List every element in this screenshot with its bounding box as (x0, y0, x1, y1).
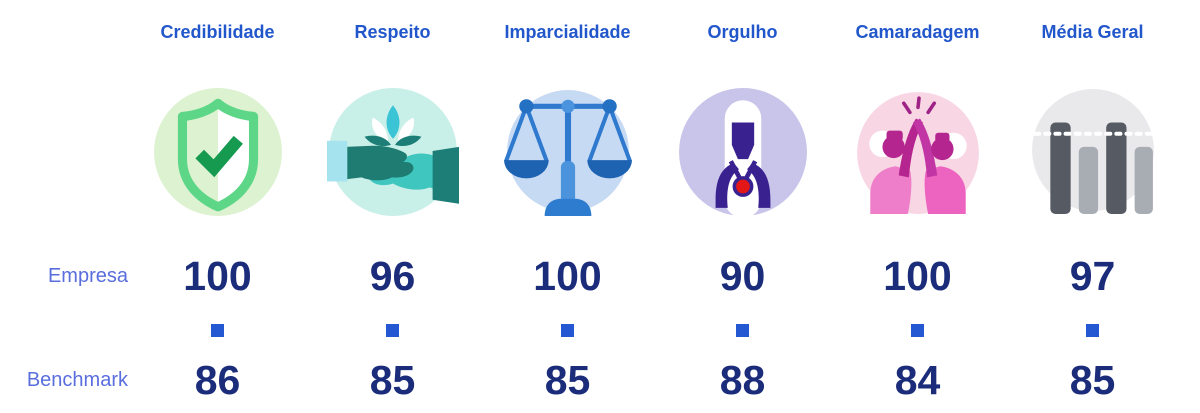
benchmark-value: 84 (894, 357, 941, 403)
benchmark-value: 88 (719, 357, 766, 403)
empresa-value: 100 (883, 252, 952, 299)
benchmark-value: 85 (369, 357, 416, 403)
empresa-value: 100 (533, 252, 602, 299)
separator-marker (655, 312, 830, 348)
metric-column-respeito: Respeito 96 85 (305, 0, 480, 413)
metric-title: Imparcialidade (504, 21, 631, 42)
row-label-benchmark: Benchmark (26, 369, 128, 391)
metric-column-imparcialidade: Imparcialidade 100 85 (480, 0, 655, 413)
separator-marker (130, 312, 305, 348)
label-column-spacer-title (0, 0, 130, 64)
separator-marker (480, 312, 655, 348)
square-marker-icon (561, 323, 574, 337)
metric-title: Média Geral (1041, 21, 1144, 42)
square-marker-icon (736, 323, 749, 337)
square-marker-icon (1086, 323, 1099, 337)
benchmark-value: 85 (544, 357, 591, 403)
metric-column-media-geral: Média Geral 97 85 (1005, 0, 1180, 413)
high-five-icon (852, 64, 984, 240)
shield-check-icon (152, 64, 284, 240)
empresa-value: 97 (1069, 252, 1116, 299)
empresa-value: 90 (719, 252, 766, 299)
row-labels-column: Empresa Benchmark (0, 0, 130, 413)
hands-lotus-icon (326, 64, 459, 240)
separator-marker (305, 312, 480, 348)
right-margin (1180, 0, 1200, 413)
metric-title: Credibilidade (160, 21, 275, 42)
empresa-value: 100 (183, 252, 252, 299)
benchmark-value: 86 (194, 357, 241, 403)
metric-title: Respeito (354, 21, 431, 42)
label-column-spacer-marker (0, 312, 130, 348)
justice-scales-icon (502, 64, 634, 240)
metric-column-credibilidade: Credibilidade 100 86 (130, 0, 305, 413)
empresa-value: 96 (369, 252, 416, 299)
benchmark-value: 85 (1069, 357, 1116, 403)
metric-column-orgulho: Orgulho 90 88 (655, 0, 830, 413)
separator-marker (1005, 312, 1180, 348)
metric-title: Orgulho (707, 21, 778, 42)
metric-column-camaradagem: Camaradagem 100 84 (830, 0, 1005, 413)
metric-title: Camaradagem (855, 21, 980, 42)
person-medal-icon (677, 64, 809, 240)
square-marker-icon (386, 323, 399, 337)
bar-chart-icon (1027, 64, 1159, 240)
row-label-empresa: Empresa (47, 264, 128, 287)
square-marker-icon (211, 323, 224, 337)
square-marker-icon (911, 323, 924, 337)
separator-marker (830, 312, 1005, 348)
